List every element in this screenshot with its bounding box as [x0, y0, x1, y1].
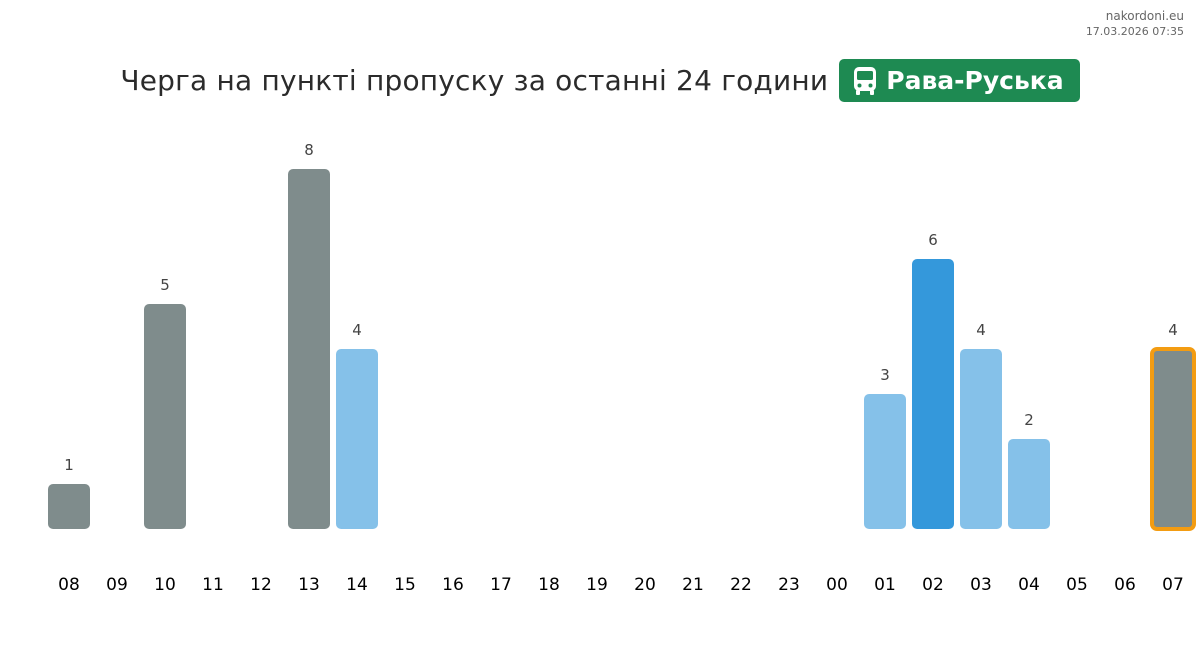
x-tick-09: 09	[106, 575, 128, 595]
x-tick-06: 06	[1114, 575, 1136, 595]
data-label-03: 4	[976, 321, 986, 339]
bar-08	[48, 484, 90, 529]
bar-14	[336, 349, 378, 529]
data-label-04: 2	[1024, 411, 1034, 429]
x-tick-04: 04	[1018, 575, 1040, 595]
x-tick-12: 12	[250, 575, 272, 595]
x-tick-15: 15	[394, 575, 416, 595]
x-tick-14: 14	[346, 575, 368, 595]
data-label-07: 4	[1168, 321, 1178, 339]
data-label-13: 8	[304, 141, 314, 159]
x-tick-18: 18	[538, 575, 560, 595]
bar-10	[144, 304, 186, 529]
x-tick-01: 01	[874, 575, 896, 595]
crossing-name: Рава-Руська	[886, 66, 1064, 95]
data-label-08: 1	[64, 456, 74, 474]
x-tick-17: 17	[490, 575, 512, 595]
data-label-02: 6	[928, 231, 938, 249]
timestamp: 17.03.2026 07:35	[1085, 25, 1184, 38]
bar-02	[912, 259, 954, 529]
x-tick-22: 22	[730, 575, 752, 595]
page-title: Черга на пункті пропуску за останні 24 г…	[120, 64, 829, 97]
x-tick-19: 19	[586, 575, 608, 595]
bar-01	[864, 394, 906, 529]
x-tick-20: 20	[634, 575, 656, 595]
site-meta: nakordoni.eu 17.03.2026 07:35	[1086, 9, 1184, 39]
x-tick-11: 11	[202, 575, 224, 595]
bus-icon	[854, 66, 877, 95]
x-tick-07: 07	[1162, 575, 1184, 595]
x-tick-13: 13	[298, 575, 320, 595]
x-tick-02: 02	[922, 575, 944, 595]
data-label-10: 5	[160, 276, 170, 294]
x-tick-21: 21	[682, 575, 704, 595]
data-label-01: 3	[880, 366, 890, 384]
x-tick-23: 23	[778, 575, 800, 595]
x-tick-10: 10	[154, 575, 176, 595]
x-tick-05: 05	[1066, 575, 1088, 595]
site-domain: nakordoni.eu	[1105, 9, 1184, 23]
x-tick-16: 16	[442, 575, 464, 595]
title-row: Черга на пункті пропуску за останні 24 г…	[0, 59, 1200, 102]
bar-04	[1008, 439, 1050, 529]
x-tick-00: 00	[826, 575, 848, 595]
crossing-badge: Рава-Руська	[839, 59, 1080, 102]
bar-07	[1150, 347, 1196, 531]
bar-13	[288, 169, 330, 529]
bar-03	[960, 349, 1002, 529]
x-tick-03: 03	[970, 575, 992, 595]
x-tick-08: 08	[58, 575, 80, 595]
data-label-14: 4	[352, 321, 362, 339]
